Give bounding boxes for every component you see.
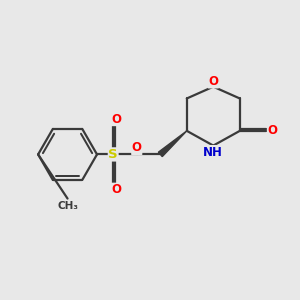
Text: O: O (208, 75, 218, 88)
Text: NH: NH (203, 146, 223, 159)
Text: O: O (132, 141, 142, 154)
Text: O: O (111, 183, 121, 196)
Text: S: S (108, 148, 118, 161)
Text: O: O (268, 124, 278, 137)
Text: CH₃: CH₃ (57, 201, 78, 211)
Polygon shape (158, 131, 187, 157)
Text: O: O (111, 112, 121, 126)
